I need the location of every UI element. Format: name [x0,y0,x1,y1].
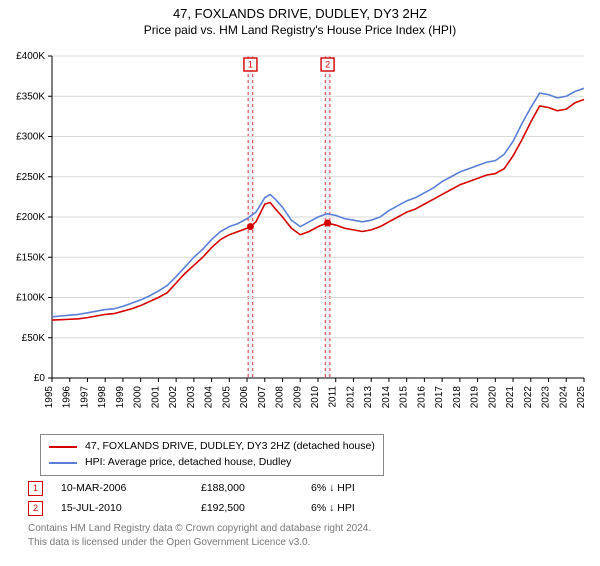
svg-text:2020: 2020 [487,386,498,409]
svg-text:2005: 2005 [221,386,232,409]
svg-text:2012: 2012 [345,386,356,409]
svg-text:£150K: £150K [16,252,45,263]
sale-marker: 2 [28,501,43,516]
sale-delta: 6% ↓ HPI [311,502,431,514]
svg-text:£300K: £300K [16,132,45,143]
svg-text:1: 1 [248,60,253,70]
svg-text:2009: 2009 [292,386,303,409]
svg-text:1996: 1996 [62,386,73,409]
sale-price: £188,000 [201,482,311,494]
svg-text:2021: 2021 [505,386,516,409]
svg-text:2015: 2015 [399,386,410,409]
svg-text:£400K: £400K [16,51,45,62]
svg-text:2022: 2022 [523,386,534,409]
svg-text:2024: 2024 [558,386,569,409]
svg-text:2001: 2001 [150,386,161,409]
sales-row: 1 10-MAR-2006£188,0006% ↓ HPI [28,478,431,498]
svg-text:2017: 2017 [434,386,445,409]
svg-text:£50K: £50K [22,333,46,344]
svg-text:2004: 2004 [204,386,215,409]
svg-text:£350K: £350K [16,91,45,102]
svg-text:2008: 2008 [275,386,286,409]
legend: 47, FOXLANDS DRIVE, DUDLEY, DY3 2HZ (det… [40,434,384,476]
footnote-line1: Contains HM Land Registry data © Crown c… [28,522,371,536]
sale-price: £192,500 [201,502,311,514]
legend-swatch [49,446,77,448]
footnote-line2: This data is licensed under the Open Gov… [28,536,371,550]
svg-text:2002: 2002 [168,386,179,409]
svg-text:2011: 2011 [328,386,339,408]
svg-text:2010: 2010 [310,386,321,409]
svg-text:2018: 2018 [452,386,463,409]
svg-text:2: 2 [325,60,330,70]
svg-text:1995: 1995 [44,386,55,409]
sale-date: 15-JUL-2010 [61,502,201,514]
sales-row: 2 15-JUL-2010£192,5006% ↓ HPI [28,498,431,518]
line-chart: £0 £50K £100K £150K £200K £250K £300K £350K £400… [0,48,600,428]
svg-text:2007: 2007 [257,386,268,409]
svg-text:1998: 1998 [97,386,108,409]
svg-text:£0: £0 [34,373,46,384]
page-title: 47, FOXLANDS DRIVE, DUDLEY, DY3 2HZ [0,6,600,21]
svg-text:2019: 2019 [470,386,481,409]
legend-label: 47, FOXLANDS DRIVE, DUDLEY, DY3 2HZ (det… [85,439,375,455]
svg-text:2003: 2003 [186,386,197,409]
svg-text:2014: 2014 [381,386,392,409]
svg-text:£100K: £100K [16,293,45,304]
svg-text:£200K: £200K [16,212,45,223]
legend-item: HPI: Average price, detached house, Dudl… [49,455,375,471]
svg-text:2000: 2000 [133,386,144,409]
svg-text:2006: 2006 [239,386,250,409]
footnote: Contains HM Land Registry data © Crown c… [28,522,371,549]
sale-marker: 1 [28,481,43,496]
legend-item: 47, FOXLANDS DRIVE, DUDLEY, DY3 2HZ (det… [49,439,375,455]
svg-text:1999: 1999 [115,386,126,409]
legend-swatch [49,462,77,464]
sale-delta: 6% ↓ HPI [311,482,431,494]
svg-text:2013: 2013 [363,386,374,409]
sales-table: 1 10-MAR-2006£188,0006% ↓ HPI 2 15-JUL-2010… [28,478,431,518]
svg-text:2025: 2025 [576,386,587,409]
page-subtitle: Price paid vs. HM Land Registry's House … [0,23,600,37]
sale-date: 10-MAR-2006 [61,482,201,494]
svg-text:1997: 1997 [79,386,90,409]
svg-text:2023: 2023 [541,386,552,409]
legend-label: HPI: Average price, detached house, Dudl… [85,455,291,471]
svg-text:2016: 2016 [416,386,427,409]
svg-text:£250K: £250K [16,172,45,183]
